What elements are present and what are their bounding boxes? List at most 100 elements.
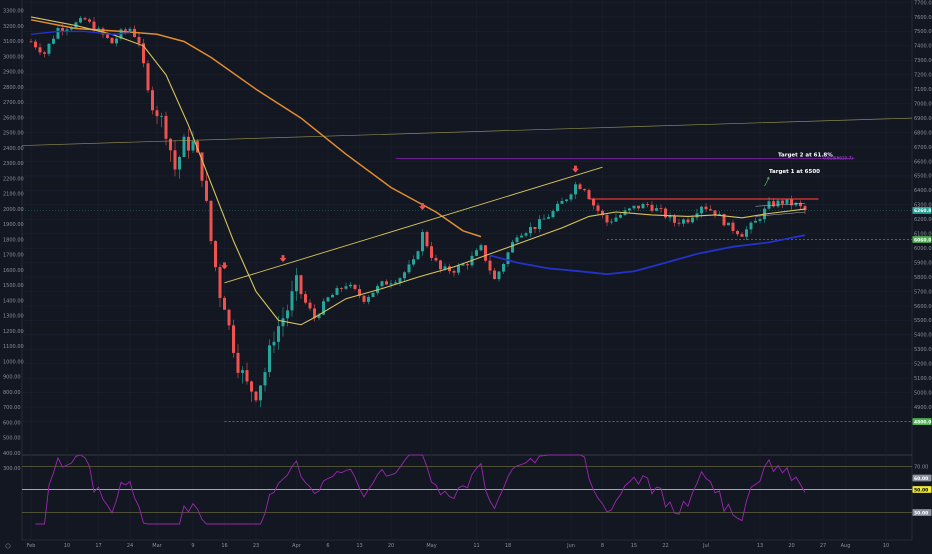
signal-arrows <box>221 165 770 270</box>
right-axis-tick: 7000.00 <box>914 101 932 107</box>
candle-body <box>281 318 285 327</box>
right-axis-tick: 5800.00 <box>914 275 932 281</box>
x-axis-tick: Jun <box>566 543 575 549</box>
x-axis-tick: 15 <box>631 543 637 549</box>
left-axis-tick: 1200.00 <box>3 329 24 335</box>
right-axis-tick: 6200.00 <box>914 217 932 223</box>
candle-body <box>295 275 298 292</box>
candle-body <box>686 219 690 223</box>
candle-body <box>619 214 622 218</box>
settings-icon[interactable] <box>5 543 11 549</box>
left-axis-tick: 3300.00 <box>3 9 24 15</box>
candle-body <box>52 38 55 44</box>
candle-body <box>704 206 708 210</box>
candle-body <box>353 284 357 290</box>
candle-body <box>191 141 195 151</box>
left-axis-tick: 800.00 <box>3 390 21 396</box>
candle-body <box>313 308 316 318</box>
candle-body <box>799 202 802 207</box>
candle-body <box>758 219 762 221</box>
ma-blue-line-early <box>30 30 131 36</box>
x-axis-tick: 20 <box>788 543 794 549</box>
right-axis-tick: 7100.00 <box>914 87 932 93</box>
x-axis-tick: 6 <box>326 543 329 549</box>
candle-body <box>236 352 240 373</box>
left-axis-tick: 2600.00 <box>3 115 24 121</box>
left-axis-tick: 1500.00 <box>3 283 24 289</box>
candle-body <box>749 222 753 230</box>
left-axis-tick: 2200.00 <box>3 176 24 182</box>
candle-body <box>34 41 37 48</box>
candle-body <box>425 232 429 247</box>
left-axis-tick: 2700.00 <box>3 100 24 106</box>
candle-body <box>205 180 208 201</box>
rsi-axis-tick: 70.00 <box>914 464 928 470</box>
down-arrow-icon <box>221 262 228 270</box>
candle-body <box>146 63 150 91</box>
candle-body <box>407 264 411 273</box>
right-axis-tick: 5900.00 <box>914 260 932 266</box>
candle-body <box>349 284 352 287</box>
candle-body <box>641 204 645 209</box>
ma-blue-line <box>489 234 806 276</box>
candle-body <box>286 310 289 319</box>
candle-body <box>430 246 433 258</box>
candle-body <box>79 18 82 23</box>
right-axis-tick: 7500.00 <box>914 29 932 35</box>
left-axis-tick: 300.00 <box>3 466 21 472</box>
candle-body <box>268 345 271 373</box>
candle-body <box>727 222 730 226</box>
left-axis-tick: 2400.00 <box>3 146 24 152</box>
candle-body <box>556 203 559 212</box>
right-axis-tick: 5200.00 <box>914 362 932 368</box>
candle-body <box>29 41 33 43</box>
candle-body <box>241 370 244 373</box>
left-axis-tick: 3000.00 <box>3 54 24 60</box>
trendlines <box>21 117 913 284</box>
candle-body <box>38 47 42 53</box>
x-axis-tick: 13 <box>757 543 763 549</box>
candle-body <box>673 215 676 223</box>
candle-body <box>254 391 258 401</box>
candle-body <box>529 226 532 234</box>
candle-body <box>43 52 46 54</box>
left-axis-tick: 3200.00 <box>3 24 24 30</box>
wedge-top <box>755 203 806 207</box>
price-badge-label: 4800.0 <box>914 419 931 425</box>
candle-body <box>137 36 141 44</box>
right-axis-tick: 6100.00 <box>914 232 932 238</box>
candle-body <box>736 230 739 235</box>
x-axis-tick: 17 <box>95 543 101 549</box>
price-badge <box>912 207 932 214</box>
rsi-line <box>35 454 806 525</box>
ma-short-line <box>30 16 806 326</box>
candle-body <box>47 43 51 54</box>
annotations: Target 2 at 61.8%0.618(6620.7) Target 1 a… <box>769 152 853 174</box>
rsi-badge-label: 50.00 <box>914 487 928 493</box>
x-axis: Feb 10 17 24 Mar 9 16 23 Apr 6 13 20 May 11 18 Jun 8 15 22… <box>27 543 890 549</box>
candle-body <box>340 288 343 289</box>
candle-body <box>790 199 793 206</box>
candle-body <box>515 237 519 243</box>
candle-body <box>128 28 132 31</box>
x-axis-tick: Aug <box>841 543 851 549</box>
candle-body <box>272 341 276 346</box>
x-axis-tick: 16 <box>221 543 227 549</box>
right-axis-tick: 6700.00 <box>914 145 932 151</box>
price-badge <box>912 418 932 425</box>
candle-body <box>385 281 388 285</box>
left-axis-tick: 2900.00 <box>3 70 24 76</box>
x-axis-tick: 10 <box>64 543 70 549</box>
x-axis-tick: 9 <box>191 543 194 549</box>
candle-body <box>592 199 595 206</box>
candle-body <box>412 259 415 265</box>
right-axis-tick: 6000.00 <box>914 246 932 252</box>
right-axis-tick: 6300.00 <box>914 203 932 209</box>
candle-body <box>106 34 109 38</box>
candle-body <box>443 266 447 270</box>
x-axis-tick: Feb <box>27 543 36 549</box>
left-axis-tick: 2300.00 <box>3 161 24 167</box>
x-axis-tick: 24 <box>127 543 133 549</box>
candle-body <box>466 264 469 266</box>
